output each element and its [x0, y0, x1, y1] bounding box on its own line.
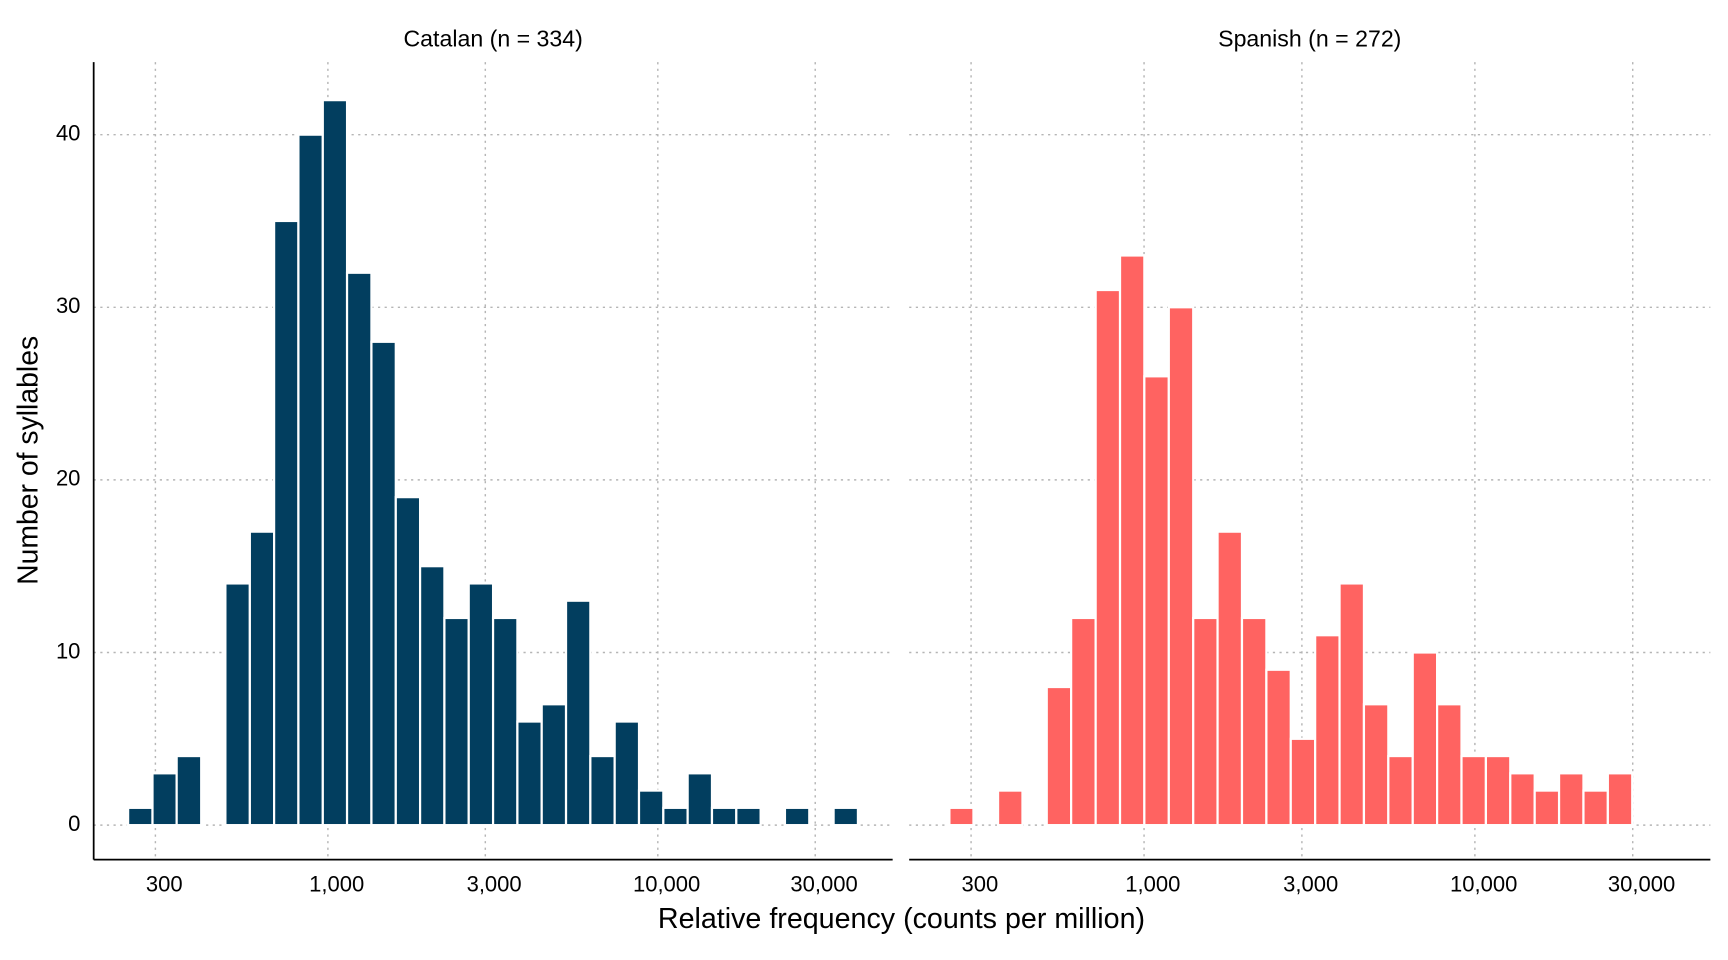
bar	[832, 806, 860, 827]
bar	[686, 772, 714, 827]
bar	[710, 806, 738, 827]
bar	[297, 133, 324, 827]
bar	[491, 616, 519, 827]
bar	[370, 340, 397, 827]
bar	[1143, 375, 1170, 827]
x-tick-label: 3,000	[1283, 872, 1338, 897]
x-tick-label: 1,000	[1125, 872, 1180, 897]
bar	[467, 582, 495, 827]
bar	[1533, 789, 1561, 827]
bar	[1606, 772, 1634, 827]
bar	[175, 754, 203, 827]
x-tick-label: 10,000	[633, 872, 700, 897]
bar	[996, 789, 1024, 827]
bar	[1045, 685, 1073, 827]
panel-title: Catalan (n = 334)	[403, 26, 582, 52]
panel-title: Spanish (n = 272)	[1218, 26, 1401, 52]
x-tick-label: 1,000	[309, 872, 364, 897]
bar	[564, 599, 592, 827]
bar	[1192, 616, 1219, 827]
x-tick-label: 30,000	[1608, 872, 1675, 897]
bar	[443, 616, 470, 827]
bar	[948, 806, 975, 827]
bar	[589, 754, 616, 827]
bar	[1314, 634, 1341, 827]
x-tick-label: 30,000	[790, 872, 857, 897]
bar	[127, 806, 154, 827]
bar	[516, 720, 543, 827]
bar	[1118, 254, 1146, 827]
bar	[418, 565, 446, 827]
y-tick-label: 20	[56, 466, 80, 491]
bar	[394, 496, 422, 827]
x-tick-label: 3,000	[467, 872, 522, 897]
bar	[637, 789, 665, 827]
x-tick-label: 300	[146, 872, 183, 897]
bar	[783, 806, 811, 827]
bar	[321, 99, 349, 827]
bar	[1557, 772, 1585, 827]
bar	[1387, 754, 1414, 827]
bar	[1411, 651, 1439, 827]
bar	[1436, 703, 1463, 827]
bar	[224, 582, 251, 827]
bar	[613, 720, 641, 827]
x-tick-label: 300	[962, 872, 999, 897]
bar	[540, 703, 568, 827]
x-axis-title: Relative frequency (counts per million)	[658, 903, 1145, 935]
bar	[1362, 703, 1390, 827]
bar	[1094, 288, 1122, 827]
bar	[1460, 754, 1488, 827]
bar	[1070, 616, 1097, 827]
bar	[248, 530, 276, 827]
y-tick-label: 10	[56, 638, 80, 663]
y-tick-label: 40	[56, 121, 80, 146]
bar	[151, 772, 178, 827]
bar	[1265, 668, 1292, 827]
bar	[1167, 306, 1195, 827]
y-tick-label: 30	[56, 293, 80, 318]
bar	[1216, 530, 1244, 827]
y-axis-title: Number of syllables	[12, 336, 44, 585]
y-tick-label: 0	[68, 811, 80, 836]
bar	[1240, 616, 1268, 827]
bar	[662, 806, 689, 827]
x-tick-label: 10,000	[1450, 872, 1517, 897]
bar	[273, 219, 300, 827]
bar	[1338, 582, 1366, 827]
bar	[1509, 772, 1536, 827]
bar	[735, 806, 762, 827]
bar	[1582, 789, 1609, 827]
bar	[1484, 754, 1512, 827]
bar	[1289, 737, 1317, 827]
bar	[345, 271, 373, 827]
